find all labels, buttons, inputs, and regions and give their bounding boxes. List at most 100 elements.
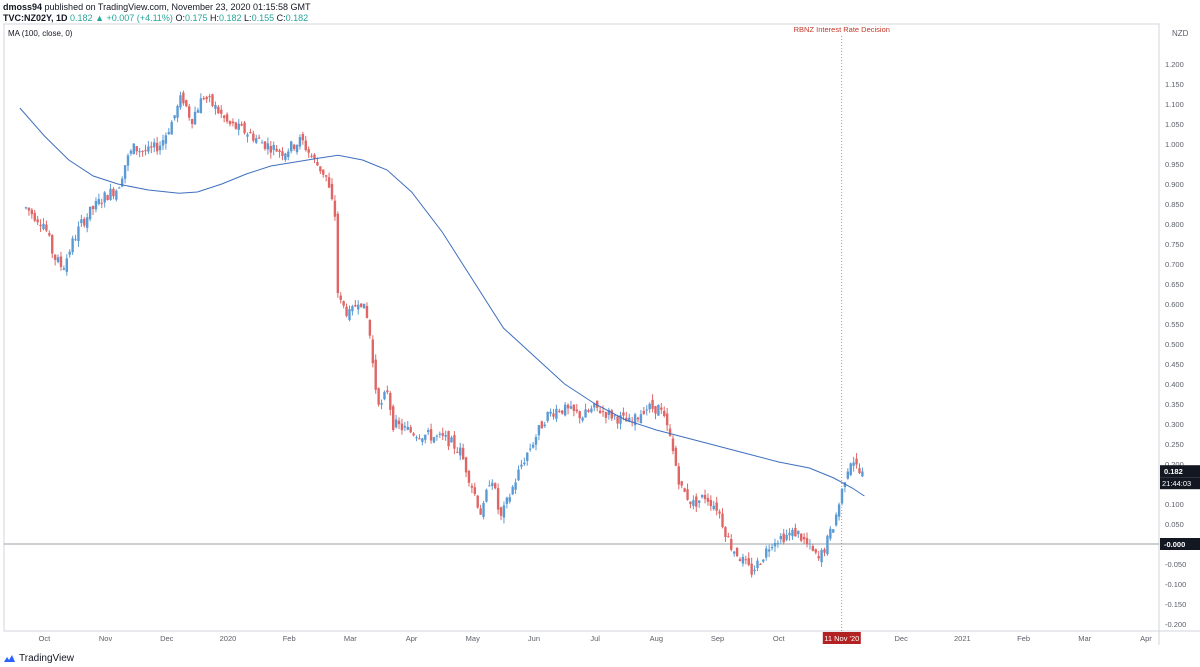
candle-body [36,219,39,223]
candle-body [389,393,392,410]
candle-body [214,105,217,109]
candle-body [397,420,401,425]
candle-body [461,447,465,460]
x-tick-label: Oct [39,634,52,643]
candle-body [470,485,474,488]
y-tick-label: 0.250 [1165,440,1184,449]
y-tick-label: 0.900 [1165,180,1184,189]
candle-body [158,145,162,151]
candle-body [601,411,605,413]
zero-line-tag [1160,538,1200,550]
candle-body [491,482,494,487]
publisher-user[interactable]: dmoss94 [3,2,43,12]
candle-body [698,500,701,503]
candle-body [27,207,31,211]
event-annotation[interactable]: RBNZ Interest Rate Decision [794,25,890,34]
candle-body [316,162,319,166]
candle-body [77,226,80,242]
candle-body [555,408,558,419]
candle-body [482,502,485,517]
candle-body [788,532,791,536]
candle-body [310,155,313,157]
candle-body [371,339,374,364]
candle-body [284,153,287,160]
candle-body [257,137,261,139]
x-tick-label: Mar [344,634,357,643]
candle-body [65,258,68,272]
candle-body [339,295,342,300]
candle-body [735,547,739,557]
candle-body [706,498,710,502]
event-marker-group: RBNZ Interest Rate Decision 11 Nov '20 [794,25,890,644]
candle-body [357,304,360,310]
candle-body [750,563,753,575]
candle-body [380,402,383,405]
x-tick-label: Jul [590,634,600,643]
tradingview-logo[interactable]: TradingView [3,653,74,664]
candle-body [290,141,293,152]
publisher-text: published on TradingView.com, November 2… [44,2,311,12]
candle-body [415,437,418,439]
candle-body [846,471,850,479]
x-tick-label: Feb [283,634,296,643]
candle-body [683,488,686,492]
y-tick-label: 1.000 [1165,140,1184,149]
x-tick-label: Feb [1017,634,1030,643]
candle-body [234,122,238,129]
indicator-label[interactable]: MA (100, close, 0) [8,29,73,38]
candle-body [100,202,103,204]
candle-body [689,501,692,505]
candle-body [744,559,748,561]
last-price-label: 0.182 [1164,467,1183,476]
candle-body [511,486,514,495]
candle-body [42,223,45,230]
candle-body [773,542,777,547]
candle-body [820,550,823,563]
candle-body [590,408,593,413]
y-tick-label: 0.750 [1165,240,1184,249]
candle-body [432,437,436,443]
price-change: +0.007 (+4.11%) [106,13,173,23]
candle-body [677,466,680,485]
candle-body [359,303,363,307]
candle-body [584,409,587,418]
candle-body [837,504,841,517]
close-value: 0.182 [285,13,309,23]
candle-body [479,508,482,515]
open-label: O: [175,13,185,23]
candle-body [237,123,240,130]
candle-body [826,535,829,555]
close-label: C: [276,13,286,23]
candle-body [814,549,817,553]
candle-body [412,433,415,436]
candle-body [155,142,159,152]
last-price-tag [1160,465,1200,478]
candle-body [531,444,535,448]
candle-body [747,558,750,565]
candle-body [709,499,713,507]
symbol-name[interactable]: TVC:NZ02Y, 1D [3,13,68,23]
publisher-line: dmoss94 published on TradingView.com, No… [3,2,311,13]
candle-body [767,549,771,552]
candle-body [724,527,727,538]
candle-body [855,458,858,465]
candle-body [24,207,28,209]
candle-body [645,409,648,411]
candle-body [668,428,672,436]
candle-body [252,133,255,141]
candle-body [534,437,538,445]
candle-body [86,217,89,228]
candle-body [762,559,765,562]
candle-body [680,481,683,486]
candle-body [485,489,488,502]
moving-average-line [19,107,865,497]
candle-body [843,482,847,488]
candle-body [593,403,596,408]
candle-body [103,192,106,203]
y-tick-label: 0.950 [1165,160,1184,169]
candle-body [540,421,544,429]
candle-body [444,434,447,437]
candle-body [193,111,197,125]
candle-body [362,303,366,309]
